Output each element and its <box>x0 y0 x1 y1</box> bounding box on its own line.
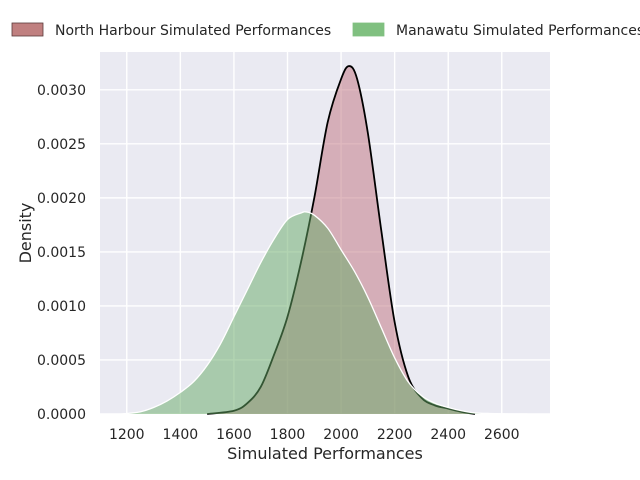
y-tick-label: 0.0015 <box>37 245 86 261</box>
x-axis-label: Simulated Performances <box>227 444 423 463</box>
manawatu-density-area <box>121 211 529 414</box>
x-axis-ticks: 1200 1400 1600 1800 2000 2200 2400 2600 <box>109 427 520 443</box>
x-tick-label: 2600 <box>484 427 520 443</box>
y-tick-label: 0.0030 <box>37 83 86 99</box>
manawatu-legend-swatch <box>352 22 385 37</box>
legend: North Harbour Simulated Performances Mana… <box>11 22 640 39</box>
manawatu-density-line <box>121 211 529 415</box>
x-tick-label: 2400 <box>430 427 466 443</box>
x-tick-label: 1600 <box>216 427 252 443</box>
x-tick-label: 1400 <box>163 427 199 443</box>
y-axis-ticks: 0.0000 0.0005 0.0010 0.0015 0.0020 0.0025 0.00… <box>37 83 86 423</box>
y-axis-label: Density <box>16 203 35 264</box>
series-layer <box>121 65 529 415</box>
y-tick-label: 0.0000 <box>37 407 86 423</box>
x-tick-label: 2200 <box>377 427 413 443</box>
north-harbour-legend-label: North Harbour Simulated Performances <box>55 23 331 39</box>
x-tick-label: 2000 <box>323 427 359 443</box>
y-tick-label: 0.0010 <box>37 299 86 315</box>
north-harbour-legend-swatch <box>11 22 44 37</box>
x-tick-label: 1800 <box>270 427 306 443</box>
y-tick-label: 0.0005 <box>37 353 86 369</box>
north-harbour-density-area <box>207 66 475 414</box>
manawatu-legend-label: Manawatu Simulated Performances <box>396 23 640 39</box>
y-tick-label: 0.0025 <box>37 137 86 153</box>
y-tick-label: 0.0020 <box>37 191 86 207</box>
x-tick-label: 1200 <box>109 427 145 443</box>
